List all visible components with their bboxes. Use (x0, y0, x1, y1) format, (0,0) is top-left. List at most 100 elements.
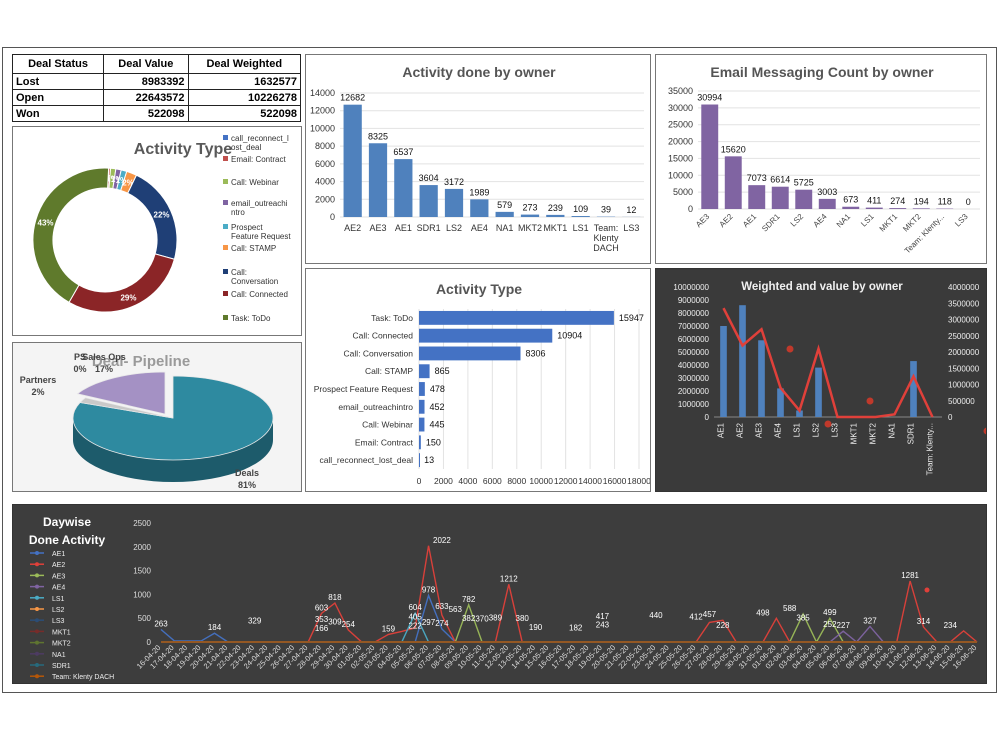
bar-data-label: 478 (430, 384, 445, 394)
chart-title: Activity done by owner (402, 64, 556, 80)
legend-marker (35, 595, 39, 600)
y-tick-label: 8000000 (678, 309, 710, 318)
point-data-label: 1281 (901, 571, 919, 580)
x-tick-label: AE3 (694, 212, 711, 229)
daywise-activity-panel: Daywise Done Activity AE1 AE2 AE3 AE4 LS1 LS2 LS… (12, 504, 987, 684)
bar-data-label: 15947 (619, 313, 644, 323)
point-data-label: 440 (649, 611, 663, 620)
point-data-label: 159 (382, 624, 396, 633)
bar-data-label: 109 (573, 204, 588, 214)
activity-by-owner-panel: Activity done by owner 0 2000 4000 6000 8000 1… (305, 54, 651, 264)
bar (748, 185, 766, 209)
y-tick-label: 15000 (668, 153, 693, 163)
y-tick-label: Call: Webinar (362, 420, 413, 430)
bar-data-label: 3172 (444, 177, 464, 187)
bar-data-label: 6537 (393, 147, 413, 157)
point-data-label: 603 (315, 603, 329, 612)
x-tick-label: LS2 (789, 212, 806, 229)
bar-data-label: 273 (522, 203, 537, 213)
x-tick-label: LS2 (812, 422, 821, 437)
point-data-label: 782 (462, 595, 476, 604)
bar-data-label: 865 (435, 366, 450, 376)
bar-data-label: 8325 (368, 131, 388, 141)
table-row: Open 22643572 10226278 (11, 89, 302, 106)
slice-data-label: 0% (103, 174, 115, 183)
y-tick-label: Task: ToDo (371, 313, 413, 323)
legend-entry: email_outreachi (231, 199, 288, 208)
x-tick-label: Klenty (593, 233, 619, 243)
activity-type-bar-panel: Activity Type 0 2000 4000 6000 8000 10000 12000… (305, 268, 651, 492)
x-tick-label: 4000 (458, 476, 477, 486)
y-tick-label: call_reconnect_lost_deal (319, 455, 413, 465)
point-data-label: 166 (315, 624, 329, 633)
bar (343, 104, 362, 217)
marker-dot (983, 427, 986, 435)
legend-marker (35, 562, 39, 567)
slice-data-label: 29% (120, 293, 136, 302)
y-tick-label: 10000 (668, 170, 693, 180)
legend-swatch (223, 269, 228, 274)
y2-tick-label: 3000000 (948, 316, 980, 325)
slice-data-label: 1% (106, 174, 118, 183)
bar-data-label: 194 (914, 196, 929, 206)
bar (777, 388, 784, 417)
pie-data-label: Sales Ops (82, 352, 126, 362)
point-data-label: 417 (596, 612, 610, 621)
x-tick-label: SDR1 (417, 223, 441, 233)
bar-data-label: 445 (429, 420, 444, 430)
deal-value-cell: 522098 (103, 105, 189, 122)
y-tick-label: 30000 (668, 103, 693, 113)
row-label: Lost (11, 73, 105, 90)
bar-data-label: 1989 (469, 187, 489, 197)
point-data-label: 370 (475, 614, 489, 623)
x-tick-label: 18000 (627, 476, 651, 486)
pie-data-label: Deals (235, 468, 259, 478)
y-tick-label: 5000 (673, 187, 693, 197)
point-data-label: 389 (489, 613, 503, 622)
x-tick-label: AE1 (717, 422, 726, 438)
header-deal-value: Deal Value (103, 54, 189, 74)
point-data-label: 588 (783, 604, 797, 613)
chart-title: Daywise (43, 515, 91, 529)
x-tick-label: MKT1 (878, 212, 900, 234)
point-data-label: 222 (408, 621, 422, 630)
y-tick-label: 9000000 (678, 296, 710, 305)
activity-type-donut-panel: Activity Type0%0%1%1%1%2%22%29%43%call_r… (12, 126, 302, 336)
bar (419, 310, 614, 325)
legend-entry: SDR1 (52, 663, 71, 670)
bar (495, 211, 514, 217)
x-tick-label: NA1 (835, 212, 853, 230)
point-data-label: 412 (689, 612, 703, 621)
bar (394, 159, 413, 217)
bar (419, 435, 421, 450)
row-label: Won (11, 105, 105, 122)
legend-entry: LS3 (52, 618, 65, 625)
y-tick-label: 5000000 (678, 348, 710, 357)
bar (796, 410, 803, 417)
legend-entry: Team: Klenty DACH (52, 674, 114, 681)
point-data-label: 329 (248, 616, 262, 625)
y2-tick-label: 500000 (948, 397, 975, 406)
bar-data-label: 673 (843, 195, 858, 205)
email-by-owner-panel: Email Messaging Count by owner 0 5000 10000… (655, 54, 987, 264)
chart-title: Email Messaging Count by owner (710, 64, 934, 80)
x-tick-label: MKT2 (901, 212, 923, 234)
x-tick-label: 0 (417, 476, 422, 486)
legend-marker (35, 674, 39, 679)
bar-data-label: 30994 (697, 93, 722, 103)
y-tick-label: 6000000 (678, 335, 710, 344)
bar (419, 328, 553, 343)
email-by-owner-chart: Email Messaging Count by owner 0 5000 10000… (668, 64, 980, 255)
deal-pipeline-chart: Deal- Pipeline Deals 81% Partners 2% PS 0% Sale… (20, 352, 274, 490)
y-tick-label: 10000000 (673, 283, 709, 292)
series-line (722, 307, 934, 419)
bar (795, 189, 813, 209)
bar-data-label: 15620 (721, 144, 746, 154)
x-tick-label: MKT2 (869, 422, 878, 444)
bar (368, 143, 388, 217)
x-tick-label: AE1 (741, 212, 758, 229)
point-data-label: 228 (716, 621, 730, 630)
bar-data-label: 39 (601, 205, 611, 215)
bar (419, 399, 425, 414)
y-tick-label: 2000000 (678, 387, 710, 396)
